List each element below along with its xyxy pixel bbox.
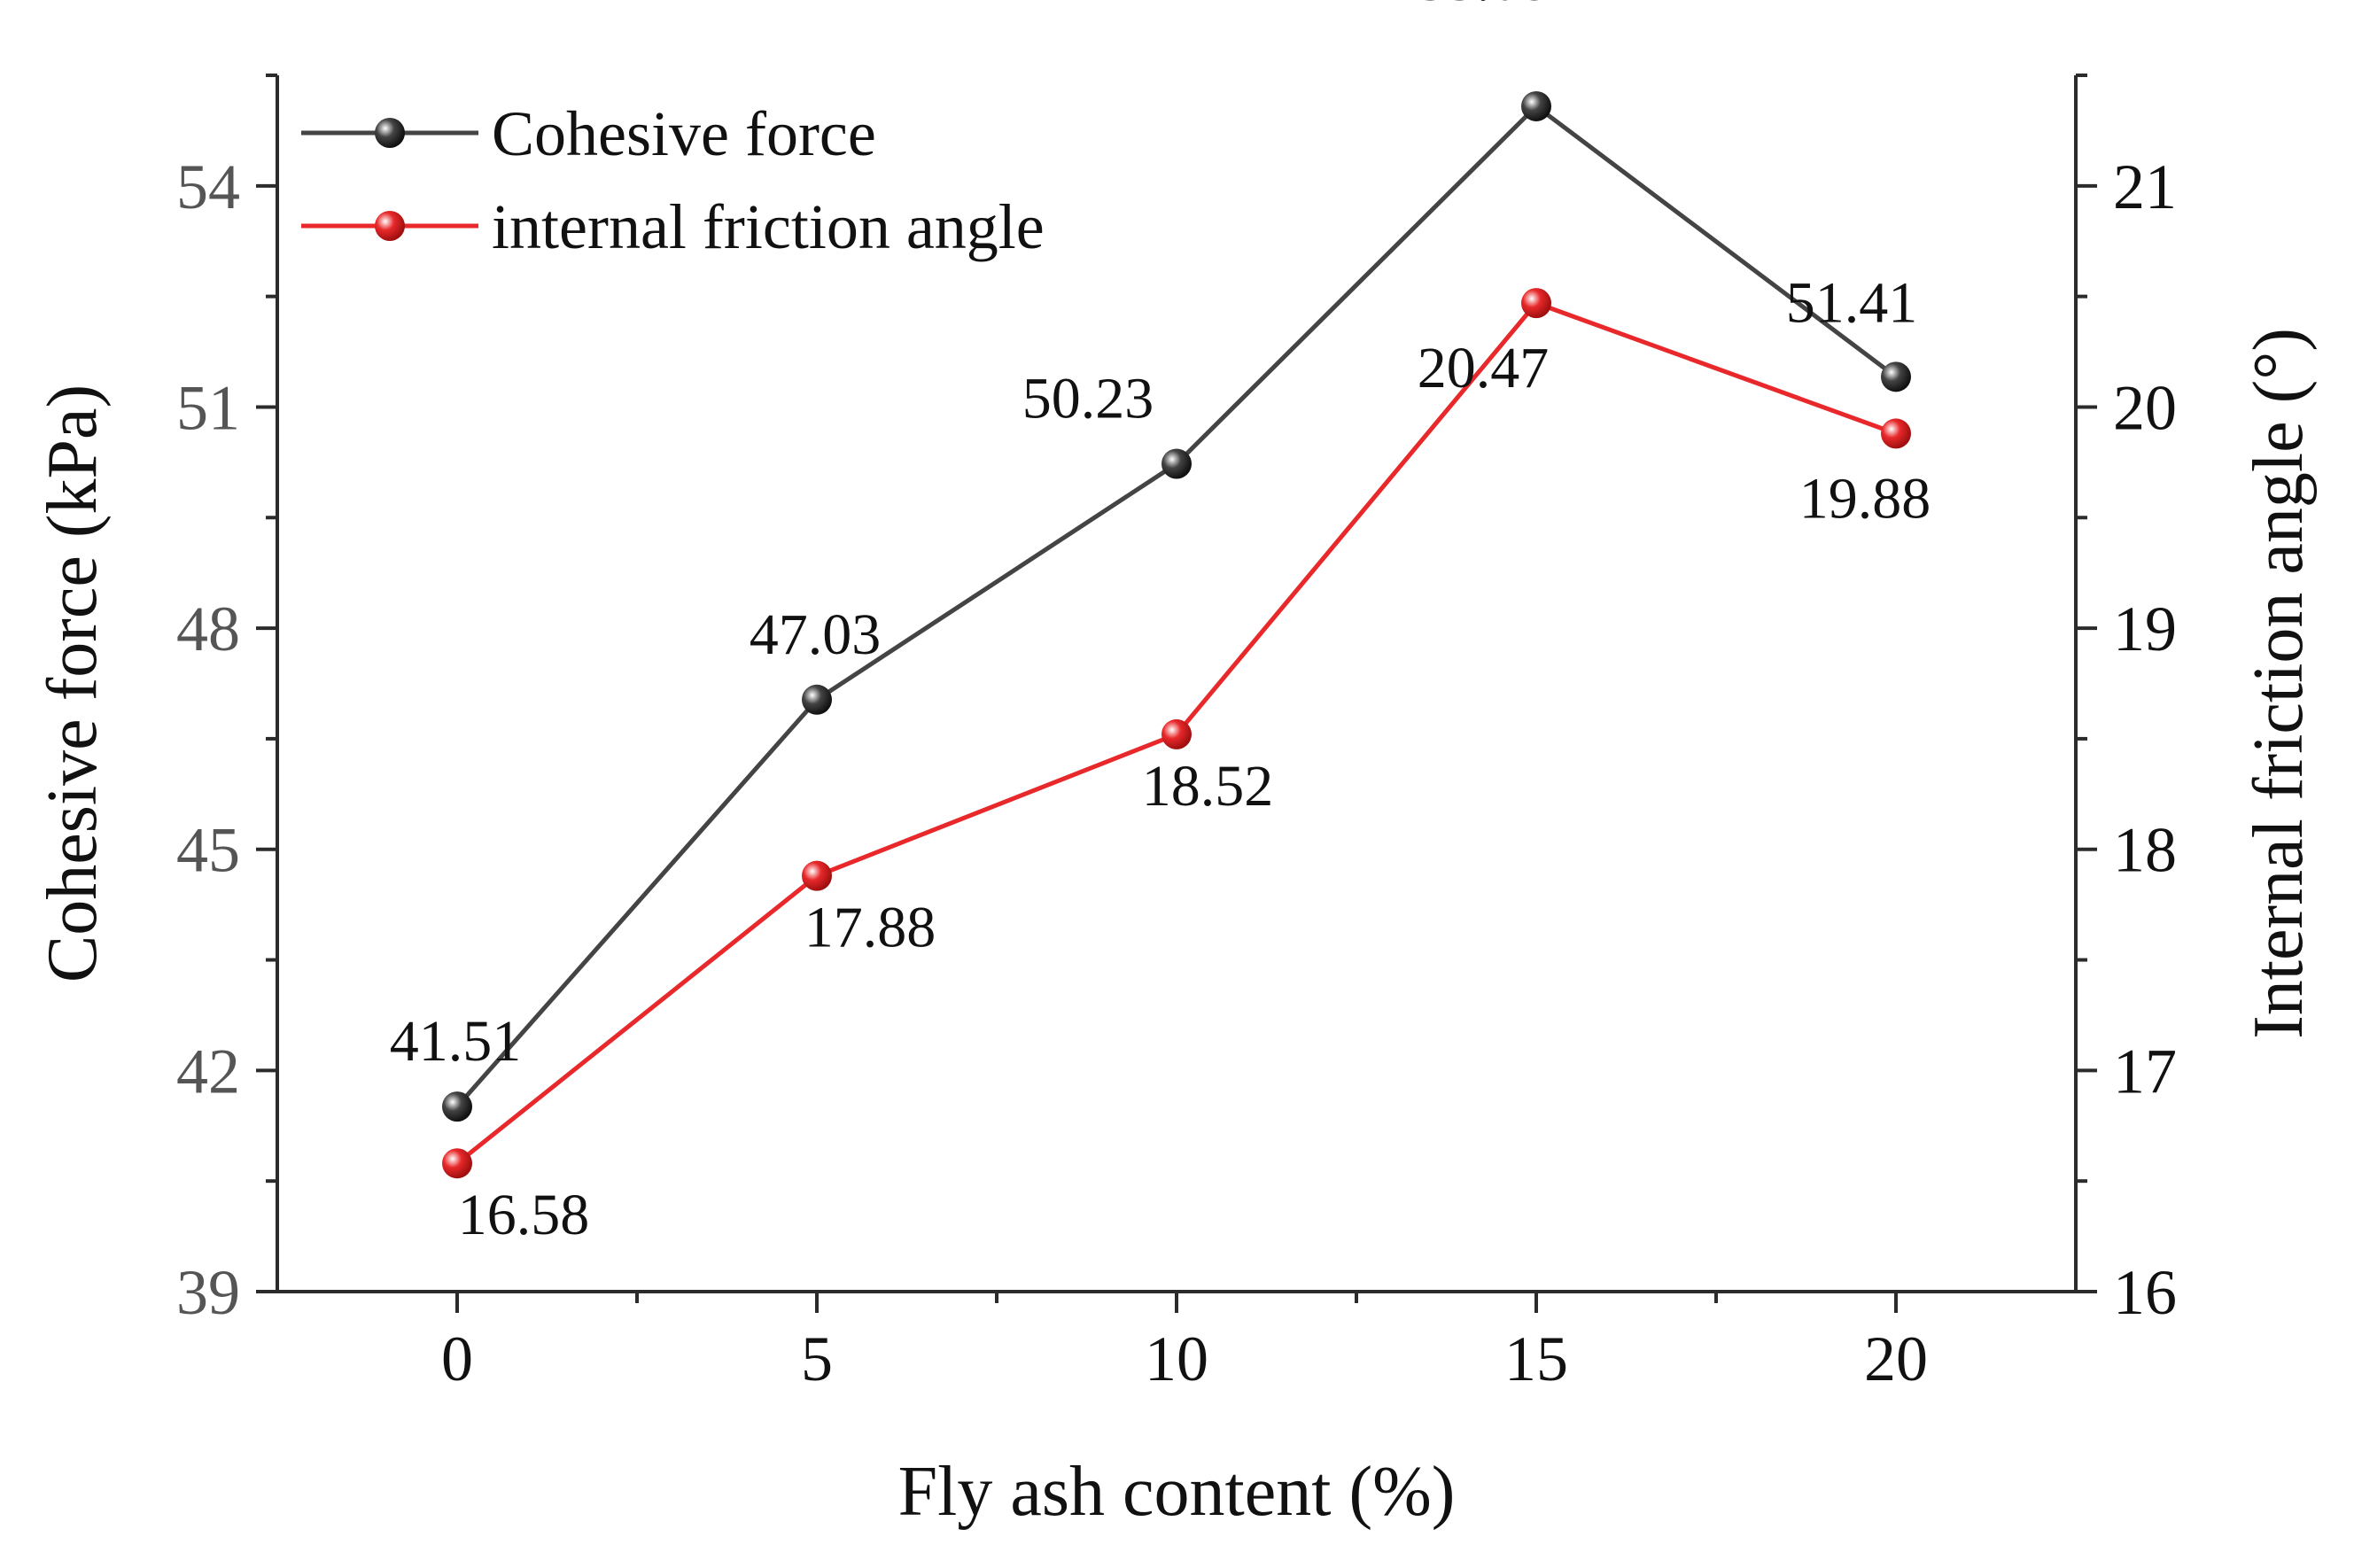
legend-label: Cohesive force	[492, 98, 876, 169]
data-label: 41.51	[390, 1009, 522, 1074]
y2-tick-label: 20	[2113, 372, 2177, 443]
y2-tick-label: 21	[2113, 151, 2177, 222]
y2-tick-label: 17	[2113, 1036, 2177, 1106]
y-tick-label: 39	[176, 1257, 240, 1328]
y-tick-label: 54	[176, 151, 240, 222]
data-point	[1881, 361, 1911, 392]
x-tick-label: 20	[1864, 1323, 1928, 1394]
y-tick-label: 42	[176, 1036, 240, 1106]
data-point	[1521, 90, 1551, 121]
data-point	[1881, 418, 1911, 449]
data-label: 17.88	[804, 896, 936, 960]
y2-tick-label: 18	[2113, 815, 2177, 886]
x-tick-label: 10	[1145, 1323, 1208, 1394]
y2-tick-label: 19	[2113, 594, 2177, 664]
legend-label: internal friction angle	[492, 191, 1045, 262]
data-point	[442, 1148, 472, 1179]
y-tick-label: 48	[176, 594, 240, 664]
y-axis-title: Cohesive force (kPa)	[34, 384, 112, 982]
data-label: 51.41	[1786, 270, 1918, 335]
x-axis-title: Fly ash content (%)	[898, 1453, 1456, 1531]
legend: Cohesive force internal friction angle	[301, 98, 1045, 262]
data-label: 50.23	[1022, 367, 1154, 431]
data-point	[1521, 288, 1551, 319]
series-layer	[442, 90, 1911, 1179]
data-label: 47.03	[750, 602, 882, 667]
y-tick-label: 45	[176, 815, 240, 886]
legend-marker	[375, 211, 405, 241]
data-label: 55.08	[1418, 0, 1550, 13]
y2-tick-label: 16	[2113, 1257, 2177, 1328]
data-point	[1161, 718, 1192, 749]
x-tick-label: 0	[441, 1323, 473, 1394]
data-label: 18.52	[1142, 754, 1274, 819]
legend-marker	[375, 118, 405, 148]
axis-ticks: 0 5 10 15 20 39 42 45 48 51 54 16 17 18 19 20 21	[176, 74, 2177, 1394]
x-tick-label: 15	[1504, 1323, 1568, 1394]
data-labels: 41.51 47.03 50.23 55.08 51.41 16.58 17.88 18.52…	[390, 0, 1931, 1247]
data-point	[1161, 448, 1192, 479]
data-point	[802, 860, 832, 891]
y2-axis-title: Internal friction angle (°)	[2240, 328, 2318, 1039]
data-label: 16.58	[458, 1183, 590, 1247]
data-label: 20.47	[1418, 336, 1550, 400]
y-tick-label: 51	[176, 372, 240, 443]
data-point	[802, 684, 832, 715]
data-label: 19.88	[1799, 466, 1931, 531]
x-tick-label: 5	[801, 1323, 833, 1394]
data-point	[442, 1091, 472, 1122]
